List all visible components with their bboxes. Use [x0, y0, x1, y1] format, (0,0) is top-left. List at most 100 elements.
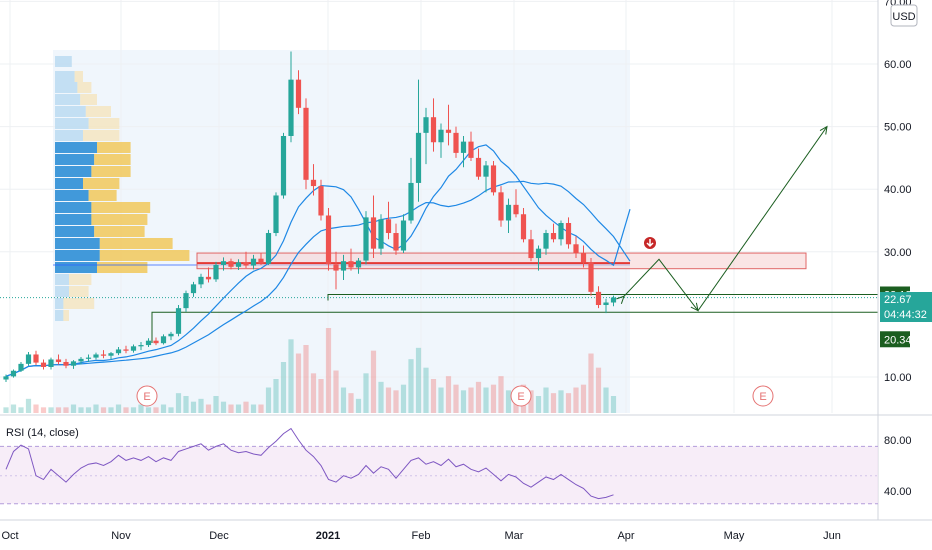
- volume-bar: [78, 407, 84, 413]
- volume-bar: [408, 359, 414, 413]
- price-tick-label: 40.00: [884, 184, 912, 196]
- volume-bar: [273, 379, 279, 413]
- candle-body: [175, 308, 182, 334]
- candle-body: [93, 354, 99, 358]
- price-tag-lower[interactable]: [880, 331, 910, 348]
- volume-profile-up-bar: [55, 142, 97, 153]
- earnings-marker[interactable]: E: [136, 385, 158, 407]
- rsi-band: [0, 446, 878, 504]
- candle-body: [430, 117, 437, 143]
- volume-bar: [63, 407, 69, 413]
- volume-bar: [295, 353, 302, 413]
- candle-body: [250, 258, 257, 266]
- volume-profile-up-bar: [55, 118, 89, 129]
- volume-profile-down-bar: [80, 94, 97, 105]
- candle-body: [535, 248, 542, 259]
- volume-profile-up-bar: [55, 71, 75, 82]
- volume-bar: [130, 407, 137, 413]
- volume-bar: [550, 393, 557, 413]
- candle-body: [378, 219, 384, 249]
- price-axis[interactable]: 70.0060.0050.0040.0030.0010.00USD23.1822…: [877, 0, 932, 520]
- candle-body: [228, 261, 234, 267]
- candle-body: [18, 363, 24, 371]
- projection-arrowhead-start: [616, 295, 625, 304]
- projection-arrowhead-mid: [690, 302, 699, 312]
- earnings-marker-label: E: [517, 391, 524, 403]
- currency-box[interactable]: [890, 4, 918, 27]
- volume-bar: [468, 387, 474, 413]
- candle-body: [363, 217, 369, 261]
- candle-body: [295, 79, 302, 108]
- volume-bar: [535, 396, 542, 413]
- candle-body: [573, 244, 579, 254]
- candle-body: [355, 260, 362, 268]
- volume-bar: [205, 404, 212, 413]
- time-tick-label: Dec: [209, 530, 229, 542]
- price-tag-current[interactable]: [880, 292, 932, 322]
- earnings-marker-label: E: [143, 391, 150, 403]
- candle-body: [198, 276, 204, 285]
- rsi-pane: RSI (14, close) 80.00 40.00: [0, 427, 912, 505]
- volume-bar: [198, 398, 204, 413]
- price-tag-current-label: 22.67: [884, 294, 912, 306]
- volume-bar: [430, 379, 437, 413]
- volume-bar: [108, 407, 114, 413]
- volume-bar: [145, 407, 152, 413]
- candle-body: [558, 223, 564, 240]
- volume-profile-down-bar: [94, 226, 145, 237]
- rsi-line[interactable]: [5, 427, 614, 500]
- volume-bar: [445, 376, 452, 413]
- volume-bar: [40, 407, 47, 413]
- volume-bar: [138, 404, 144, 413]
- time-tick-label: Oct: [1, 530, 18, 542]
- candle-body: [513, 204, 519, 215]
- candle-body: [310, 179, 317, 187]
- volume-bar: [588, 353, 594, 413]
- volume-bar: [153, 407, 159, 413]
- price-tick-label: 50.00: [884, 122, 912, 134]
- candle-body: [490, 165, 497, 193]
- volume-profile-up-bar: [55, 310, 64, 321]
- volume-profile-down-bar: [74, 71, 83, 82]
- price-tag-countdown-label: 04:44:32: [884, 309, 927, 321]
- candle-body: [333, 264, 339, 271]
- candle-body: [385, 219, 392, 234]
- down-arrow-glyph: [646, 239, 654, 248]
- candle-body: [280, 135, 287, 196]
- volume-bar: [400, 384, 407, 413]
- volume-profile-up-bar: [55, 154, 95, 165]
- volume-bar: [543, 387, 549, 413]
- volume-bar: [460, 390, 467, 413]
- time-tick-label: Feb: [412, 530, 431, 542]
- volume-bar: [385, 387, 392, 413]
- earnings-marker[interactable]: E: [510, 385, 532, 407]
- candle-body: [25, 354, 32, 364]
- support-lower-line[interactable]: [151, 311, 878, 343]
- candle-body: [168, 333, 174, 337]
- support-upper-line[interactable]: [327, 293, 878, 301]
- volume-bar: [243, 401, 249, 413]
- earnings-marker[interactable]: E: [752, 385, 774, 407]
- candle-body: [273, 195, 279, 234]
- volume-profile-up-bar: [55, 94, 81, 105]
- time-tick-label: Nov: [111, 530, 131, 542]
- volume-profile-up-bar: [55, 190, 89, 201]
- candle-body: [498, 192, 504, 221]
- currency-label: USD: [892, 11, 915, 23]
- volume-bar: [265, 387, 272, 413]
- resistance-zone[interactable]: [196, 252, 807, 270]
- time-axis[interactable]: Oct Nov Dec 2021 Feb Mar Apr May Jun: [1, 530, 840, 542]
- candle-body: [595, 291, 602, 306]
- moving-average-slow: [5, 180, 631, 377]
- volume-bar: [115, 404, 122, 413]
- volume-bar: [55, 407, 62, 413]
- projection-path[interactable]: [623, 126, 828, 312]
- rsi-tick-label: 40.00: [884, 486, 912, 498]
- candle-body: [288, 79, 294, 136]
- volume-bar: [475, 381, 482, 413]
- volume-profile-up-bar: [55, 166, 92, 177]
- price-tick-label: 30.00: [884, 247, 912, 259]
- volume-bar: [558, 390, 564, 413]
- volume-profile-up-bar: [55, 262, 97, 273]
